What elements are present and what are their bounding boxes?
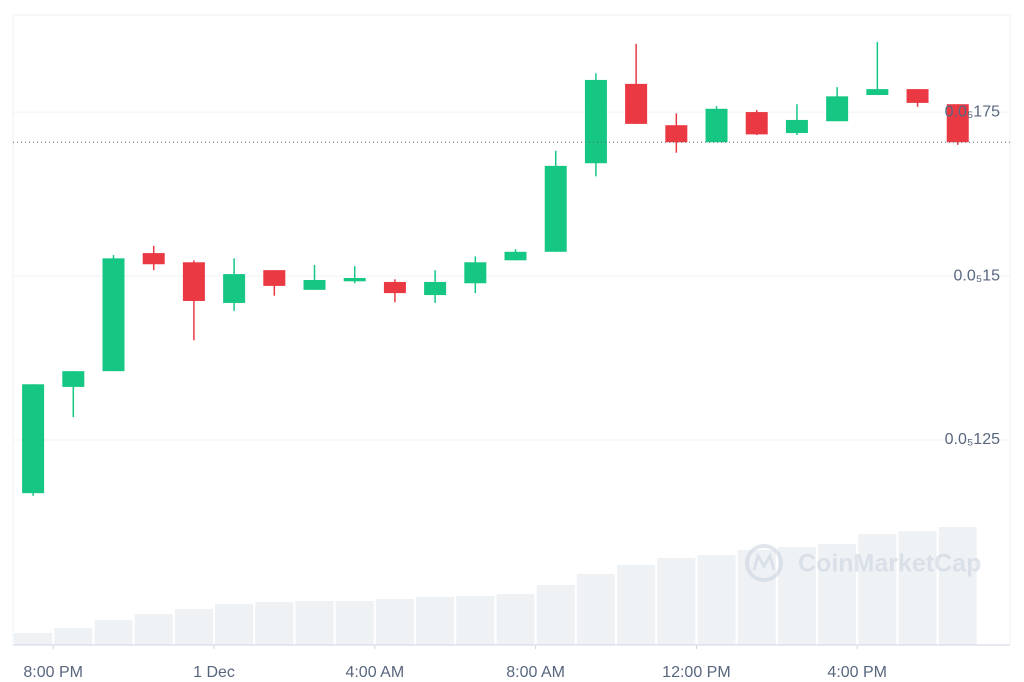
x-tick-label: 4:00 AM bbox=[345, 664, 404, 681]
candle-body bbox=[303, 279, 326, 290]
volume-layer bbox=[14, 527, 977, 645]
volume-bar bbox=[54, 628, 93, 645]
candle-body bbox=[464, 262, 487, 284]
x-tick-label: 12:00 PM bbox=[662, 664, 730, 681]
volume-bar bbox=[536, 585, 575, 645]
candle-body bbox=[826, 96, 849, 122]
volume-bar bbox=[818, 544, 857, 645]
volume-bar bbox=[174, 609, 214, 645]
volume-bar bbox=[496, 594, 535, 645]
candle-body bbox=[785, 119, 808, 134]
volume-bar bbox=[134, 614, 173, 645]
watermark-text: CoinMarketCap bbox=[798, 550, 981, 578]
volume-bar bbox=[416, 597, 455, 645]
volume-bar bbox=[657, 558, 696, 645]
candle-body bbox=[946, 104, 969, 143]
candle-body bbox=[22, 384, 45, 494]
volume-bar bbox=[858, 534, 897, 645]
volume-bar bbox=[898, 531, 937, 645]
x-tick-label: 4:00 PM bbox=[827, 664, 887, 681]
volume-bar bbox=[335, 601, 374, 645]
candle-body bbox=[745, 112, 768, 135]
volume-bar bbox=[697, 555, 736, 645]
candle-body bbox=[665, 125, 688, 143]
volume-bar bbox=[576, 574, 616, 645]
candle-body bbox=[182, 262, 205, 301]
candle-layer bbox=[13, 41, 1010, 496]
candle-body bbox=[866, 89, 889, 96]
x-tick-label: 8:00 AM bbox=[506, 664, 565, 681]
candle-body bbox=[102, 258, 125, 372]
candle-body bbox=[62, 371, 85, 387]
volume-bar bbox=[215, 604, 254, 645]
candle-body bbox=[584, 79, 607, 164]
volume-bar bbox=[456, 596, 495, 645]
candle-body bbox=[343, 278, 366, 282]
candle-body bbox=[383, 281, 406, 294]
y-tick-label: 0.0₅175 bbox=[945, 103, 1000, 120]
volume-bar bbox=[617, 565, 656, 645]
watermark: CoinMarketCap bbox=[745, 544, 981, 582]
watermark-logo bbox=[745, 544, 783, 582]
volume-bar bbox=[375, 599, 415, 645]
volume-bar bbox=[938, 527, 977, 645]
volume-bar bbox=[255, 602, 294, 645]
candle-body bbox=[424, 281, 447, 296]
volume-bar bbox=[94, 620, 133, 645]
candle-body bbox=[906, 89, 929, 103]
candle-body bbox=[705, 108, 728, 143]
x-tick-label: 1 Dec bbox=[193, 664, 235, 681]
volume-bar bbox=[295, 601, 334, 645]
candle-body bbox=[504, 251, 527, 261]
x-tick-label: 8:00 PM bbox=[23, 664, 83, 681]
watermark-logo-mark bbox=[752, 552, 776, 571]
label-layer: 0.0₅175 0.0₅15 0.0₅125 8:00 PM 1 Dec 4:00 AM 8… bbox=[13, 103, 1010, 681]
y-tick-label: 0.0₅125 bbox=[945, 431, 1000, 448]
candle-body bbox=[625, 83, 648, 124]
candle-body bbox=[544, 165, 567, 252]
y-tick-label: 0.0₅15 bbox=[954, 267, 1001, 284]
volume-bar bbox=[777, 547, 817, 645]
candle-body bbox=[142, 253, 165, 265]
volume-bar bbox=[14, 633, 53, 645]
candle-body bbox=[263, 270, 286, 286]
grid-layer bbox=[13, 111, 1010, 441]
candle-body bbox=[223, 274, 246, 303]
